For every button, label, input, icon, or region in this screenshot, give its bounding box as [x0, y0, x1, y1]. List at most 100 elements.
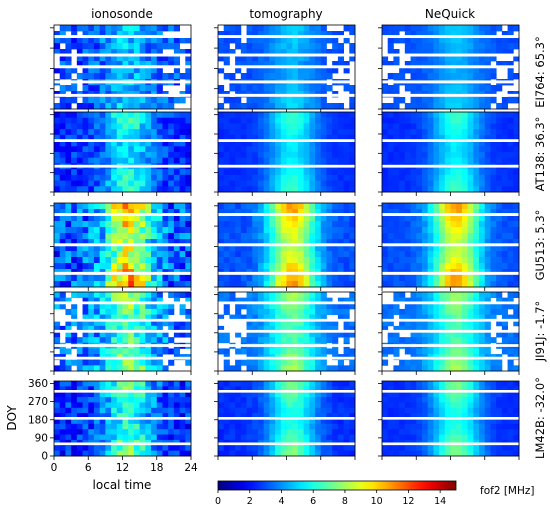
heatmap-cell	[297, 209, 305, 216]
heatmap-cell	[59, 140, 66, 147]
heatmap-cell	[111, 397, 118, 403]
heatmap-cell	[82, 209, 89, 216]
heatmap-cell	[218, 146, 225, 153]
heatmap-cell	[280, 180, 287, 187]
heatmap-cell	[88, 434, 95, 441]
heatmap-cell	[303, 123, 310, 130]
heatmap-cell	[433, 450, 440, 457]
heatmap-cell	[133, 97, 141, 104]
heatmap-cell	[349, 180, 356, 187]
heatmap-cell	[93, 303, 101, 310]
heatmap-cell	[252, 221, 259, 228]
heatmap-cell	[332, 423, 339, 430]
heatmap-cell	[444, 397, 451, 403]
heatmap-cell	[280, 402, 287, 409]
heatmap-cell	[286, 292, 293, 299]
heatmap-cell	[309, 348, 316, 355]
heatmap-cell	[507, 418, 514, 425]
heatmap-cell	[484, 445, 491, 452]
heatmap-cell	[133, 365, 141, 372]
heatmap-cell	[145, 292, 152, 299]
heatmap-cell	[393, 25, 400, 32]
heatmap-cell	[433, 157, 440, 164]
heatmap-cell	[252, 308, 259, 315]
heatmap-cell	[71, 450, 78, 457]
heatmap-cell	[303, 174, 310, 181]
heatmap-cell	[280, 320, 287, 327]
heatmap-cell	[179, 117, 186, 124]
heatmap-cell	[513, 365, 520, 372]
heatmap-cell	[513, 308, 520, 315]
heatmap-cell	[297, 365, 305, 372]
heatmap-cell	[173, 43, 180, 50]
heatmap-cell	[456, 37, 463, 44]
heatmap-cell	[439, 391, 446, 398]
heatmap-cell	[337, 55, 344, 62]
heatmap-cell	[421, 157, 429, 164]
heatmap-cell	[513, 180, 520, 187]
heatmap-cell	[173, 152, 180, 159]
heatmap-cell	[320, 308, 327, 315]
heatmap-cell	[337, 391, 344, 398]
heatmap-cell	[421, 67, 429, 74]
heatmap-cell	[320, 152, 327, 159]
heatmap-cell	[456, 169, 463, 176]
heatmap-cell	[65, 25, 72, 32]
heatmap-cell	[122, 281, 129, 288]
heatmap-cell	[173, 292, 180, 299]
missing-data-gap	[54, 442, 191, 446]
heatmap-cell	[303, 359, 310, 366]
heatmap-cell	[309, 215, 316, 222]
heatmap-cell	[116, 152, 123, 159]
heatmap-cell	[433, 152, 440, 159]
heatmap-cell	[235, 331, 242, 338]
missing-data-gap	[54, 164, 191, 168]
heatmap-cell	[54, 275, 61, 282]
heatmap-cell	[269, 73, 276, 80]
heatmap-cell	[496, 174, 503, 181]
heatmap-cell	[382, 103, 389, 110]
heatmap-cell	[382, 281, 389, 288]
heatmap-cell	[280, 67, 287, 74]
heatmap-cell	[173, 257, 180, 264]
heatmap-cell	[111, 407, 118, 414]
heatmap-cell	[93, 152, 101, 159]
heatmap-cell	[88, 152, 95, 159]
heatmap-cell	[433, 140, 440, 147]
heatmap-cell	[139, 325, 146, 332]
heatmap-cell	[337, 152, 344, 159]
heatmap-cell	[93, 37, 101, 44]
heatmap-cell	[235, 180, 242, 187]
heatmap-cell	[65, 43, 72, 50]
heatmap-cell	[496, 450, 503, 457]
heatmap-cell	[473, 303, 480, 310]
heatmap-cell	[286, 263, 293, 270]
heatmap-cell	[93, 55, 101, 62]
heatmap-cell	[421, 251, 429, 258]
heatmap-cell	[246, 85, 253, 92]
heatmap-cell	[133, 174, 141, 181]
heatmap-cell	[235, 245, 242, 252]
heatmap-cell	[450, 297, 457, 304]
heatmap-cell	[349, 407, 356, 414]
heatmap-cell	[410, 365, 417, 372]
heatmap-cell	[479, 365, 486, 372]
heatmap-cell	[349, 117, 356, 124]
heatmap-cell	[507, 97, 514, 104]
heatmap-cell	[71, 140, 78, 147]
heatmap-cell	[297, 263, 305, 270]
heatmap-cell	[461, 281, 469, 288]
heatmap-cell	[151, 429, 158, 435]
heatmap-cell	[484, 25, 491, 32]
heatmap-cell	[479, 55, 486, 62]
heatmap-cell	[76, 215, 83, 222]
heatmap-cell	[128, 325, 135, 332]
heatmap-cell	[185, 263, 192, 270]
heatmap-cell	[496, 233, 503, 240]
heatmap-cell	[427, 37, 434, 44]
heatmap-cell	[343, 67, 350, 74]
heatmap-cell	[122, 215, 129, 222]
heatmap-cell	[82, 331, 89, 338]
heatmap-cell	[71, 43, 78, 50]
heatmap-cell	[286, 429, 293, 435]
